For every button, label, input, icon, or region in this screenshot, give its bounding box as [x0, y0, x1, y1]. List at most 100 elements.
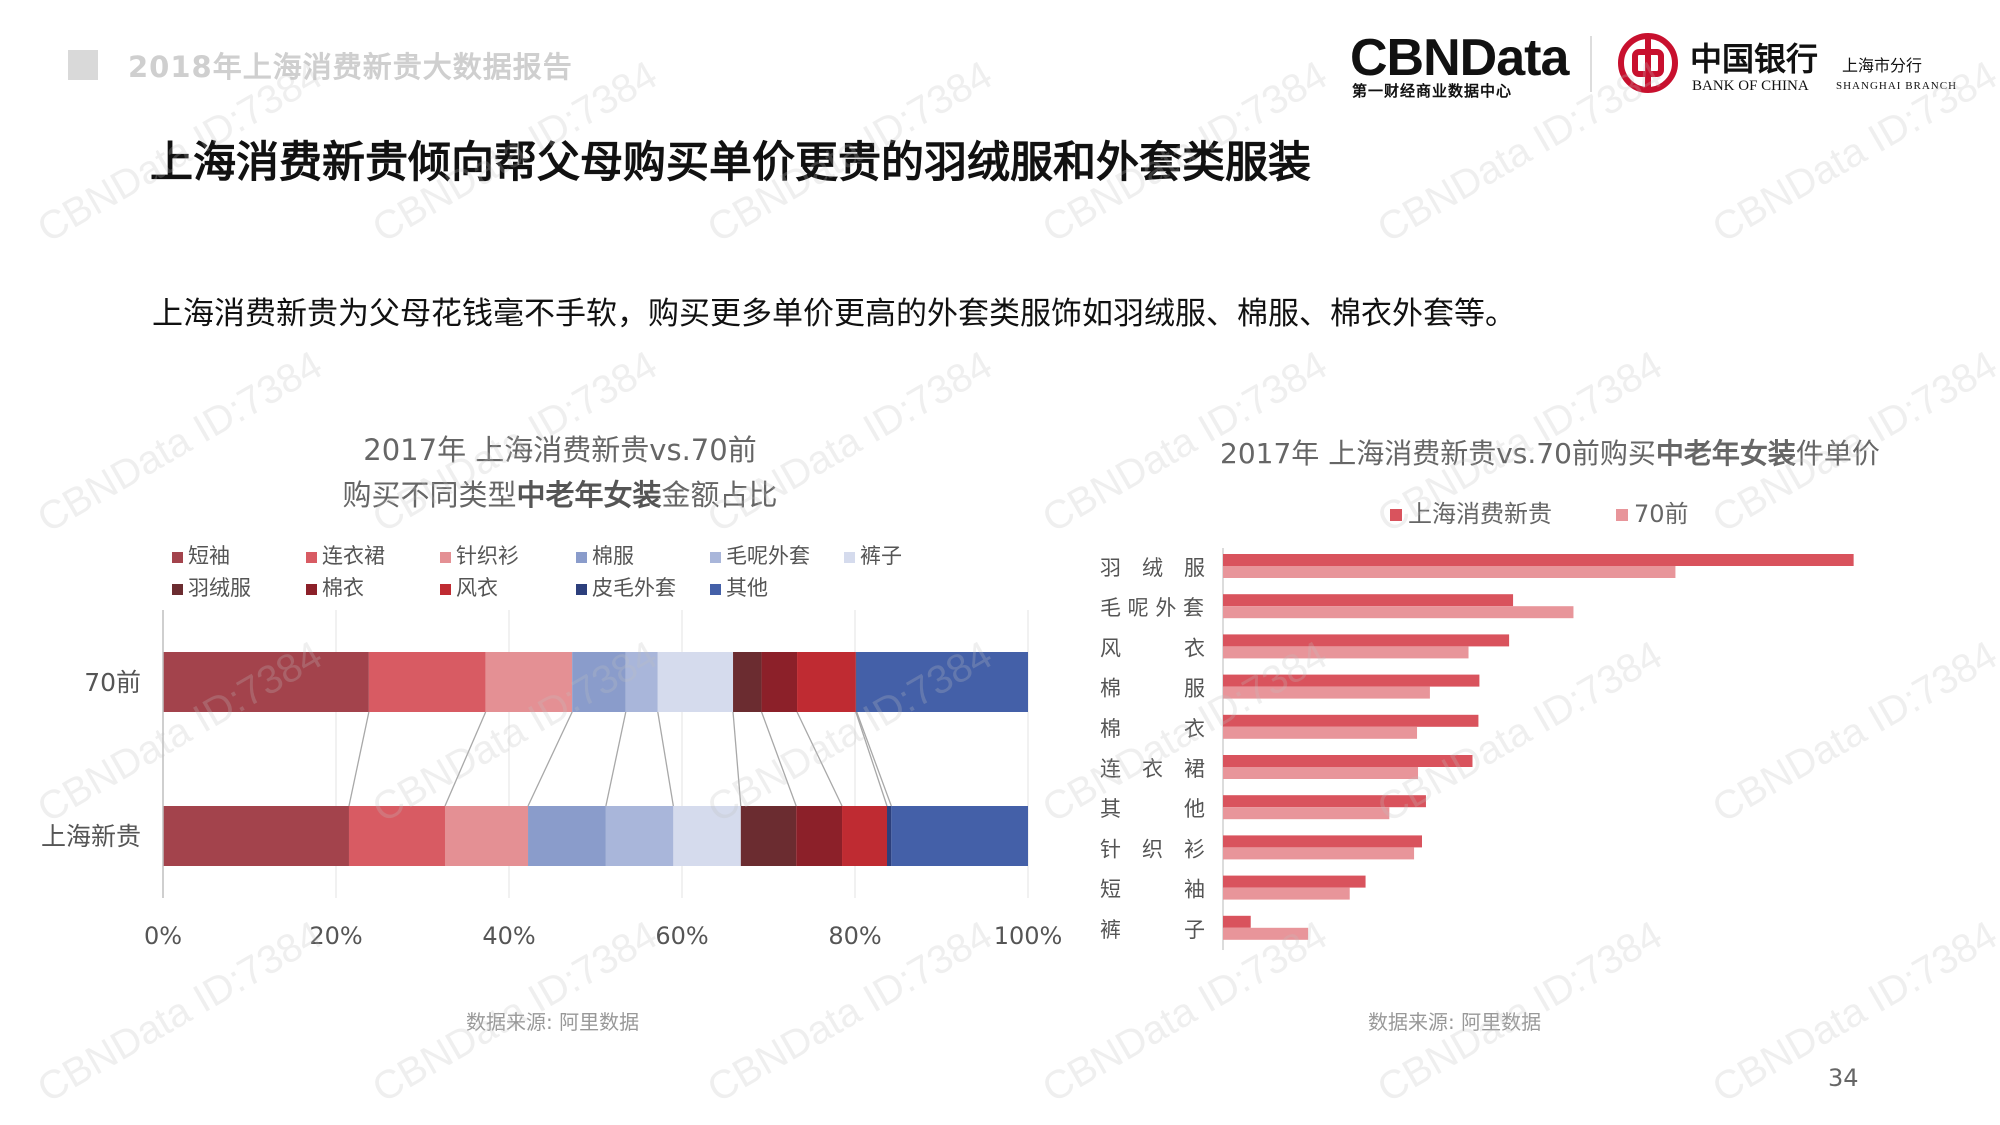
bar-segment	[733, 652, 762, 712]
series-connector-line	[760, 711, 797, 807]
legend-swatch	[1390, 509, 1402, 521]
bar-segment	[625, 652, 658, 712]
bar	[1223, 875, 1366, 888]
bar-segment	[163, 806, 349, 866]
right-chart-source: 数据来源: 阿里数据	[1368, 1010, 1542, 1034]
bar-segment	[163, 652, 369, 712]
boc-english-name: BANK OF CHINA	[1692, 78, 1809, 94]
right-chart-title-bold: 中老年女装	[1655, 437, 1796, 470]
category-label: 毛 呢 外 套	[1100, 596, 1204, 620]
right-chart-title: 2017年 上海消费新贵vs.70前购买中老年女装件单价	[1150, 432, 1950, 472]
legend-label: 风衣	[456, 576, 498, 600]
category-label: 羽 绒 服	[1100, 556, 1205, 580]
bar	[1223, 594, 1514, 607]
legend-label: 皮毛外套	[592, 576, 676, 600]
page-title: 上海消费新贵倾向帮父母购买单价更贵的羽绒服和外套类服装	[150, 138, 1311, 188]
legend-swatch	[440, 583, 451, 595]
bar-segment	[605, 806, 674, 866]
category-label: 针 织 衫	[1100, 837, 1205, 861]
x-tick-label: 20%	[309, 922, 362, 950]
bar-segment	[855, 652, 857, 712]
legend-swatch	[172, 583, 183, 595]
bar-segment	[887, 806, 892, 866]
legend-item: 风衣	[440, 572, 498, 602]
legend-item: 棉服	[576, 540, 634, 570]
series-connector-line	[657, 711, 674, 807]
bar-segment	[842, 806, 888, 866]
x-tick-label: 0%	[144, 922, 182, 950]
left-chart-title-prefix: 购买不同类型	[342, 478, 517, 512]
category-label: 其 他	[1100, 797, 1205, 821]
bar	[1223, 807, 1390, 820]
legend-item: 裤子	[844, 540, 902, 570]
left-chart-title-suffix: 金额占比	[661, 478, 778, 512]
series-connector-line	[605, 711, 627, 807]
header-square	[68, 50, 98, 80]
left-chart-title: 2017年 上海消费新贵vs.70前 购买不同类型中老年女装金额占比	[160, 428, 960, 518]
bar	[1223, 686, 1430, 699]
legend-label: 羽绒服	[188, 576, 251, 600]
legend-label: 棉衣	[322, 576, 364, 600]
legend-swatch	[576, 551, 587, 563]
x-tick-label: 40%	[482, 922, 535, 950]
legend-swatch	[440, 551, 451, 563]
bar	[1223, 606, 1574, 619]
series-connector-line	[796, 711, 843, 807]
report-title: 2018年上海消费新贵大数据报告	[128, 50, 573, 84]
bar	[1223, 674, 1480, 687]
legend-swatch	[306, 583, 317, 595]
right-chart-legend: 上海消费新贵 70前	[1390, 494, 1689, 529]
legend-item: 上海消费新贵	[1390, 500, 1552, 528]
legend-item: 针织衫	[440, 540, 519, 570]
legend-label: 短袖	[188, 544, 230, 568]
logo-divider	[1590, 36, 1592, 92]
series-connector-line	[855, 711, 888, 807]
bar	[1223, 646, 1469, 659]
bar-segment	[796, 806, 843, 866]
legend-label: 上海消费新贵	[1408, 500, 1552, 528]
legend-item: 连衣裙	[306, 540, 385, 570]
x-tick-label: 60%	[655, 922, 708, 950]
legend-item: 毛呢外套	[710, 540, 810, 570]
legend-label: 毛呢外套	[726, 544, 810, 568]
bar-segment	[891, 806, 1028, 866]
legend-swatch	[306, 551, 317, 563]
bar	[1223, 714, 1479, 727]
series-connector-line	[732, 711, 742, 807]
series-connector-line	[348, 711, 370, 807]
legend-label: 针织衫	[456, 544, 519, 568]
boc-chinese-name: 中国银行	[1690, 40, 1819, 78]
left-chart-title-line1: 2017年 上海消费新贵vs.70前	[363, 433, 757, 467]
bar-segment	[856, 652, 1028, 712]
legend-label: 70前	[1634, 500, 1689, 528]
bar-segment	[797, 652, 856, 712]
category-label: 短 袖	[1100, 878, 1205, 902]
bar	[1223, 835, 1422, 848]
bar	[1223, 795, 1426, 808]
bar	[1223, 634, 1510, 647]
legend-item: 其他	[710, 572, 768, 602]
legend-swatch	[844, 551, 855, 563]
series-connector-line	[527, 711, 573, 807]
legend-label: 裤子	[860, 544, 902, 568]
legend-item: 羽绒服	[172, 572, 251, 602]
bar-segment	[673, 806, 741, 866]
bar	[1223, 755, 1473, 767]
right-chart-title-prefix: 2017年 上海消费新贵vs.70前购买	[1220, 437, 1656, 470]
legend-swatch	[172, 551, 183, 563]
page-subtitle: 上海消费新贵为父母花钱毫不手软，购买更多单价更高的外套类服饰如羽绒服、棉服、棉衣…	[152, 296, 1516, 332]
right-chart-title-suffix: 件单价	[1795, 437, 1880, 470]
left-chart-source: 数据来源: 阿里数据	[466, 1010, 640, 1034]
bar	[1223, 927, 1309, 940]
bar	[1223, 566, 1676, 578]
boc-branch-en: SHANGHAI BRANCH	[1836, 80, 1958, 92]
legend-item: 皮毛外套	[576, 572, 676, 602]
cbndata-subtitle: 第一财经商业数据中心	[1352, 82, 1513, 100]
bar-segment	[528, 806, 606, 866]
bar-segment	[368, 652, 486, 712]
series-connector-line	[856, 711, 892, 807]
bank-of-china-logo-icon	[1618, 33, 1678, 93]
category-label: 风 衣	[1100, 636, 1205, 660]
bar-segment	[740, 806, 797, 866]
